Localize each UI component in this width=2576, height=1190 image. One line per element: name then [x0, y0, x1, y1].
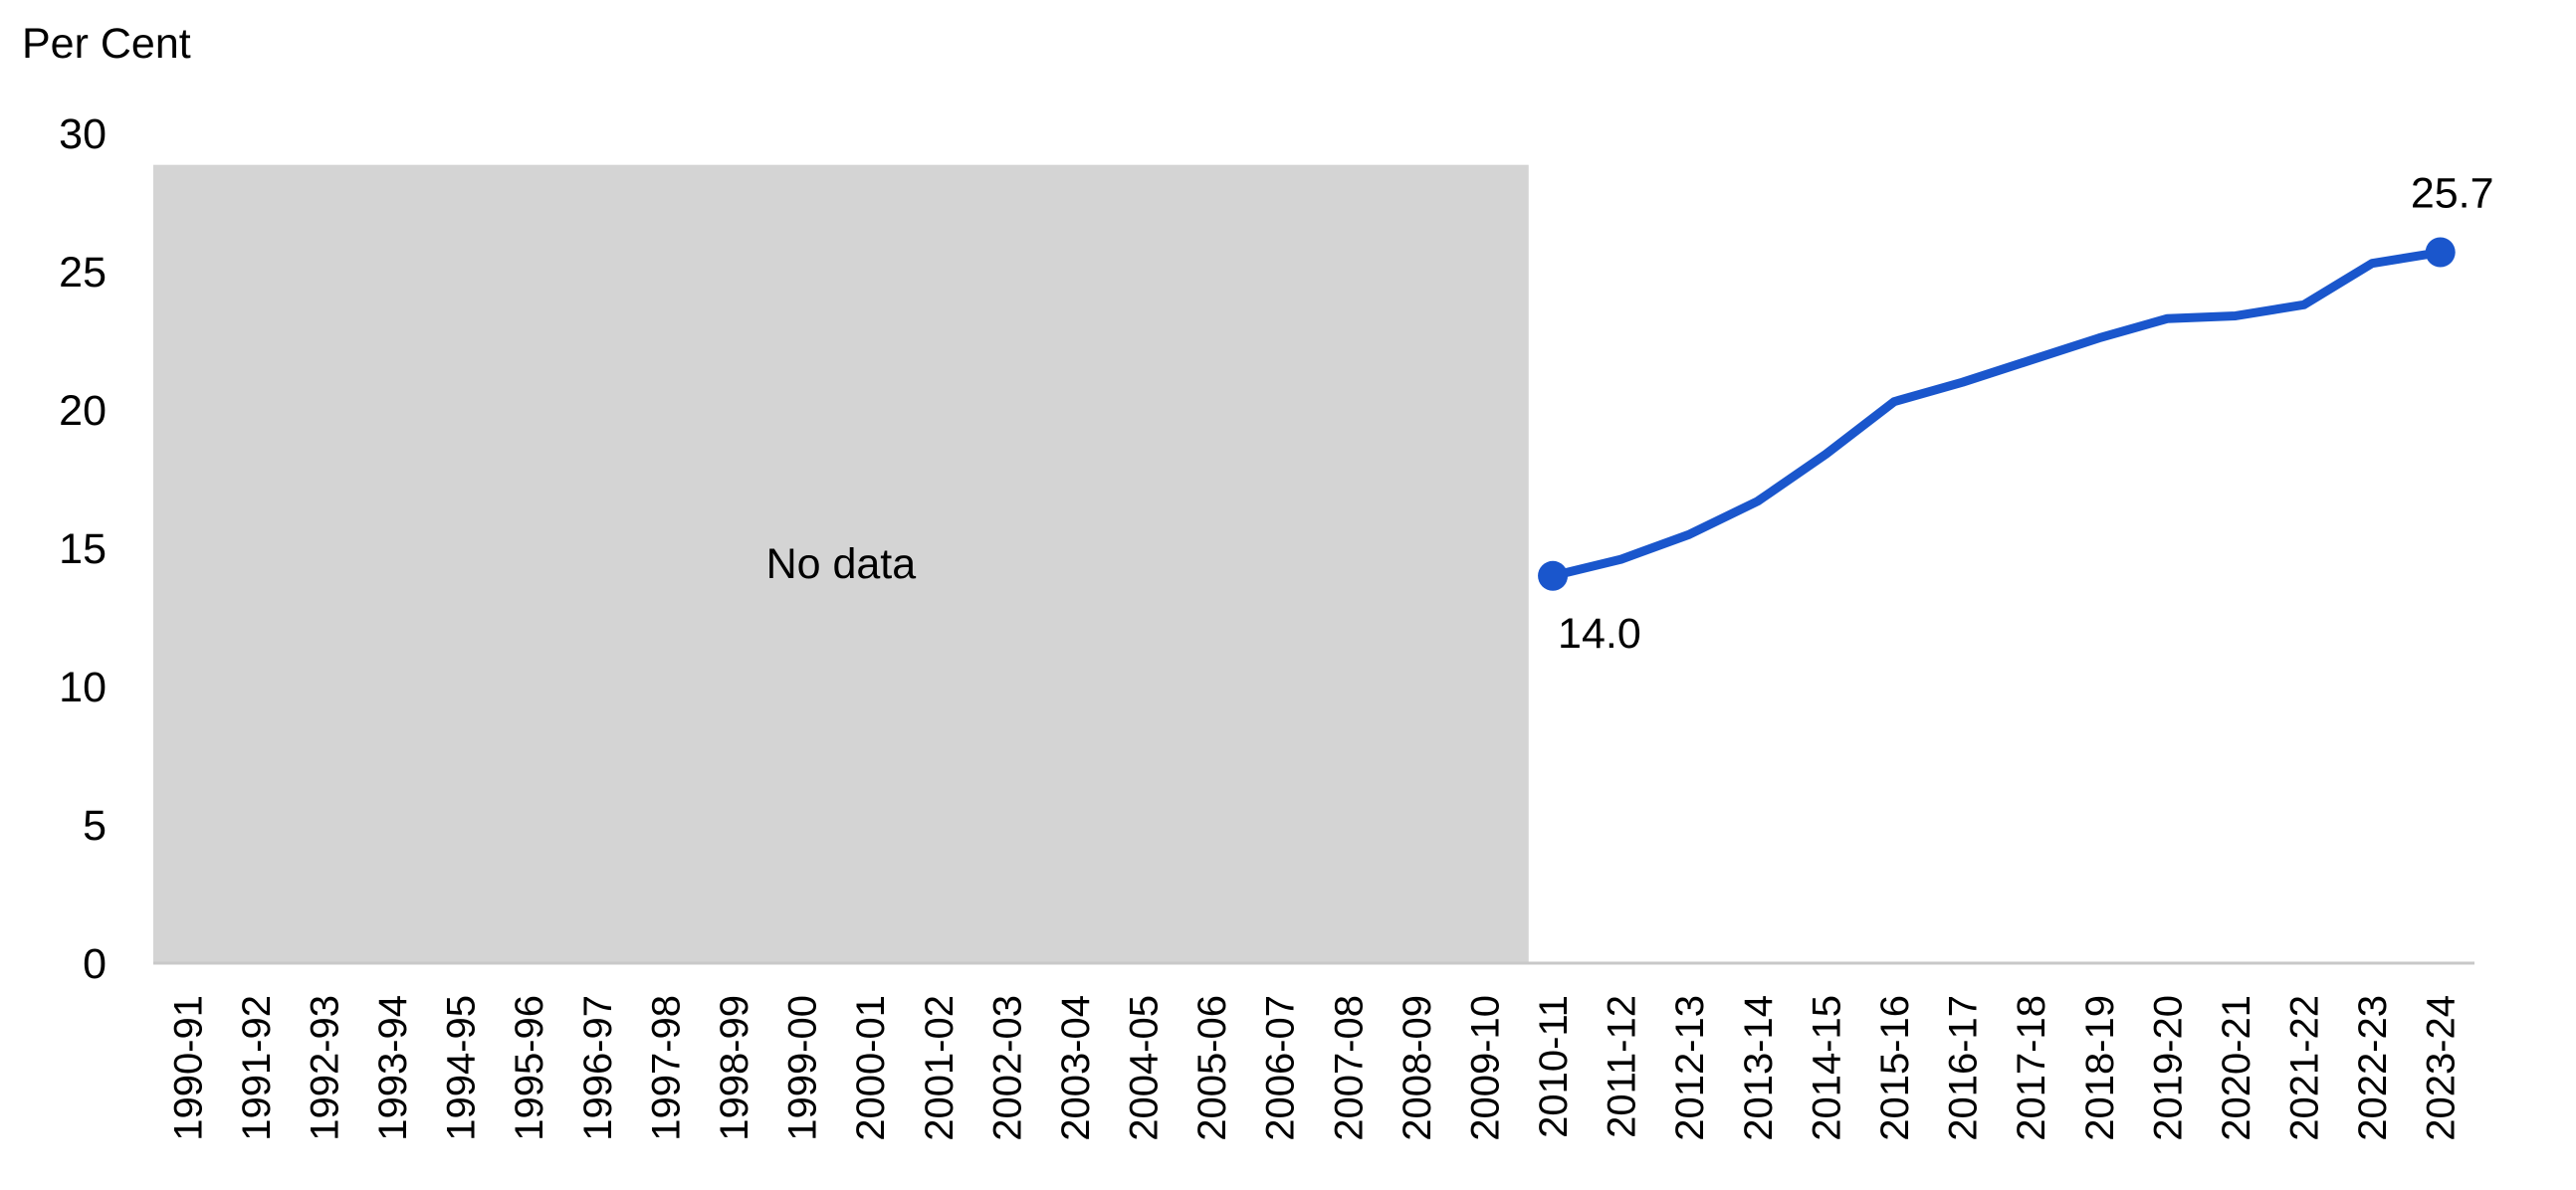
x-tick-label: 2013-14: [1737, 995, 1781, 1141]
x-tick-label: 2021-22: [2283, 995, 2327, 1141]
x-tick-label: 1996-97: [576, 995, 620, 1141]
no-data-region: [153, 164, 1529, 963]
marker: [1538, 560, 1569, 591]
y-tick-label: 15: [59, 525, 107, 573]
x-tick-label: 2000-01: [849, 995, 893, 1141]
y-tick-label: 25: [59, 249, 107, 297]
x-tick-label: 1997-98: [644, 995, 688, 1141]
y-tick-label: 5: [83, 802, 107, 850]
x-tick-label: 1994-95: [440, 995, 484, 1141]
x-tick-label: 2012-13: [1668, 995, 1712, 1141]
x-tick-label: 2005-06: [1190, 995, 1234, 1141]
x-tick-label: 1998-99: [713, 995, 756, 1141]
x-tick-label: 1991-92: [235, 995, 279, 1141]
data-label: 25.7: [2411, 170, 2494, 218]
data-label: 14.0: [1558, 610, 1641, 658]
x-tick-label: 2011-12: [1601, 995, 1644, 1138]
x-tick-label: 2004-05: [1123, 995, 1167, 1141]
x-tick-label: 2022-23: [2351, 995, 2395, 1141]
x-tick-label: 2014-15: [1805, 995, 1848, 1141]
x-tick-label: 2003-04: [1054, 995, 1098, 1141]
x-tick-label: 1990-91: [166, 995, 210, 1141]
x-tick-label: 1999-00: [781, 995, 825, 1141]
x-tick-label: 2002-03: [985, 995, 1029, 1141]
annotation: No data: [766, 540, 917, 588]
y-tick-label: 10: [59, 664, 107, 711]
line: [1551, 248, 2442, 581]
y-tick-label: 0: [83, 940, 107, 988]
x-tick-label: 1995-96: [508, 995, 551, 1141]
x-tick-label: 2019-20: [2146, 995, 2190, 1141]
y-tick-label: 30: [59, 110, 107, 158]
x-tick-label: 2007-08: [1327, 995, 1371, 1141]
x-tick-label: 2008-09: [1395, 995, 1439, 1141]
marker: [2425, 237, 2456, 268]
x-tick-label: 2015-16: [1873, 995, 1917, 1141]
x-tick-label: 2016-17: [1942, 995, 1986, 1141]
x-tick-label: 2017-18: [2010, 995, 2053, 1141]
x-tick-label: 2006-07: [1259, 995, 1303, 1141]
x-tick-label: 2010-11: [1532, 995, 1576, 1138]
x-tick-label: 2009-10: [1463, 995, 1507, 1141]
x-tick-label: 2023-24: [2420, 995, 2464, 1141]
x-tick-label: 2001-02: [918, 995, 962, 1141]
x-tick-label: 2018-19: [2078, 995, 2122, 1141]
x-tick-label: 2020-21: [2215, 995, 2258, 1141]
y-axis-label: Per Cent: [22, 20, 191, 68]
x-tick-label: 1993-94: [371, 995, 415, 1141]
y-tick-label: 20: [59, 387, 107, 435]
x-tick-label: 1992-93: [303, 995, 346, 1141]
